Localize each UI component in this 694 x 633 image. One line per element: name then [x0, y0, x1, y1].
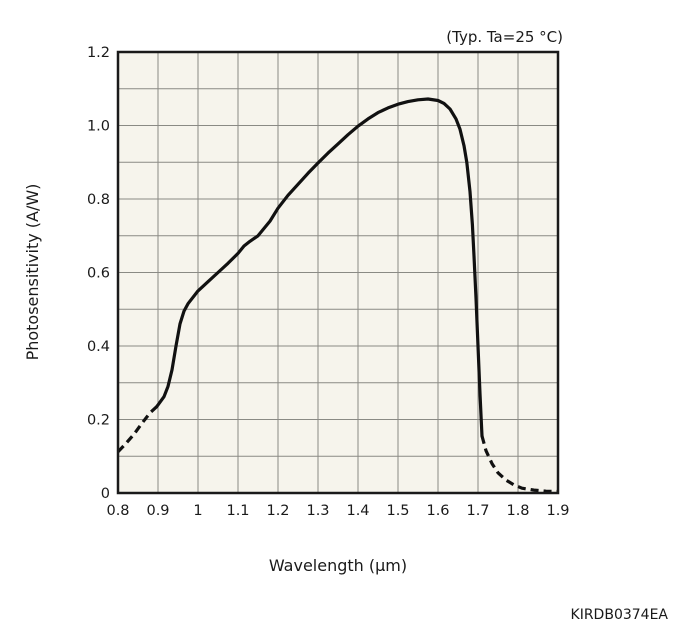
x-tick-label: 1.8	[506, 503, 529, 519]
x-tick-label: 1.6	[426, 503, 449, 519]
x-tick-label: 1.4	[346, 503, 369, 519]
condition-annotation: (Typ. Ta=25 °C)	[446, 28, 563, 46]
plot-frame	[116, 50, 560, 495]
x-tick-label: 1.7	[466, 503, 489, 519]
photosensitivity-curve	[116, 97, 559, 494]
spectral-response-typical	[155, 97, 484, 438]
x-tick-label: 1.9	[546, 503, 569, 519]
x-tick-label: 1	[193, 503, 202, 519]
y-axis-tick-labels: 0 0.2 0.4 0.6 0.8 1.0 1.2	[87, 45, 110, 502]
x-tick-label: 0.8	[106, 503, 129, 519]
y-tick-label: 1.2	[87, 45, 110, 61]
y-tick-label: 0.8	[87, 192, 110, 208]
y-tick-label: 0.2	[87, 413, 110, 429]
x-tick-label: 1.2	[266, 503, 289, 519]
x-tick-label: 0.9	[146, 503, 169, 519]
x-tick-label: 1.3	[306, 503, 329, 519]
x-axis-tick-labels: 0.8 0.9 1 1.1 1.2 1.3 1.4 1.5 1.6 1.7 1.8 1.9	[106, 503, 569, 519]
x-tick-label: 1.1	[226, 503, 249, 519]
y-tick-label: 1.0	[87, 119, 110, 135]
y-axis-title: Photosensitivity (A/W)	[23, 184, 42, 361]
figure-code: KIRDB0374EA	[571, 607, 669, 623]
y-tick-label: 0.6	[87, 266, 110, 282]
spectral-response-low-end-extrapolated	[116, 405, 158, 453]
y-tick-label: 0	[101, 486, 110, 502]
x-tick-label: 1.5	[386, 503, 409, 519]
spectral-response-high-end-extrapolated	[480, 435, 559, 494]
x-axis-title: Wavelength (μm)	[269, 556, 407, 575]
y-tick-label: 0.4	[87, 339, 110, 355]
gridlines	[118, 52, 558, 493]
